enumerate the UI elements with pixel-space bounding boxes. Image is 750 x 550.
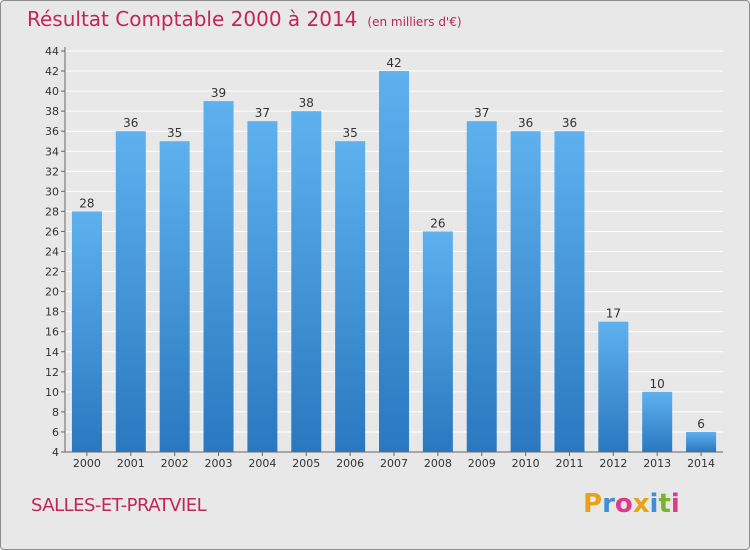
y-tick-label: 14 — [45, 346, 59, 359]
logo-letter: i — [670, 489, 680, 519]
bar — [71, 211, 102, 452]
data-label: 37 — [474, 106, 489, 120]
y-tick-label: 6 — [52, 426, 59, 439]
y-tick-label: 22 — [45, 266, 59, 279]
logo-letter: i — [649, 489, 659, 519]
bar — [247, 121, 278, 453]
y-tick-label: 44 — [45, 45, 59, 58]
bar — [335, 141, 366, 452]
proxiti-logo[interactable]: Proxiti — [583, 489, 680, 519]
bar — [686, 431, 717, 452]
bar — [598, 321, 629, 452]
logo-letter: r — [602, 489, 615, 519]
x-tick-label: 2014 — [687, 457, 715, 470]
logo-letter: o — [614, 489, 633, 519]
y-tick-label: 34 — [45, 145, 59, 158]
x-tick-label: 2009 — [468, 457, 496, 470]
x-tick-label: 2007 — [380, 457, 408, 470]
commune-name: SALLES-ET-PRATVIEL — [31, 495, 207, 516]
bar — [379, 71, 409, 453]
data-label: 42 — [386, 56, 401, 70]
x-tick-label: 2010 — [512, 457, 540, 470]
chart-title-text: Résultat Comptable 2000 à 2014 — [27, 7, 358, 31]
y-tick-label: 4 — [52, 446, 59, 459]
x-tick-label: 2008 — [424, 457, 452, 470]
x-tick-label: 2000 — [73, 457, 101, 470]
bar — [159, 141, 190, 452]
x-tick-label: 2003 — [205, 457, 233, 470]
chart-title: Résultat Comptable 2000 à 2014 (en millie… — [27, 7, 462, 31]
data-label: 37 — [255, 106, 270, 120]
x-tick-label: 2004 — [248, 457, 276, 470]
data-label: 36 — [518, 116, 533, 130]
y-tick-label: 42 — [45, 65, 59, 78]
logo-letter: t — [658, 489, 671, 519]
bar — [466, 121, 497, 453]
chart-subtitle: (en milliers d'€) — [367, 15, 462, 29]
logo-letter: P — [583, 489, 603, 519]
x-tick-label: 2011 — [555, 457, 583, 470]
y-tick-label: 26 — [45, 225, 59, 238]
x-tick-label: 2006 — [336, 457, 364, 470]
bar — [554, 131, 585, 452]
x-tick-label: 2013 — [643, 457, 671, 470]
x-tick-label: 2012 — [599, 457, 627, 470]
bar — [291, 111, 322, 453]
x-tick-label: 2002 — [161, 457, 189, 470]
y-tick-label: 12 — [45, 366, 59, 379]
data-label: 38 — [299, 96, 314, 110]
y-tick-label: 10 — [45, 386, 59, 399]
data-label: 35 — [342, 126, 357, 140]
y-tick-label: 28 — [45, 205, 59, 218]
y-tick-label: 36 — [45, 125, 59, 138]
x-tick-label: 2005 — [292, 457, 320, 470]
data-label: 28 — [79, 196, 94, 210]
bar — [203, 101, 234, 452]
bar — [422, 231, 453, 452]
data-label: 39 — [211, 86, 226, 100]
x-tick-label: 2001 — [117, 457, 145, 470]
data-label: 6 — [697, 417, 705, 431]
bar — [115, 131, 146, 452]
y-tick-label: 24 — [45, 246, 59, 259]
data-label: 36 — [123, 116, 138, 130]
bar — [510, 131, 541, 452]
bar — [642, 391, 673, 452]
y-tick-label: 40 — [45, 85, 59, 98]
y-tick-label: 30 — [45, 185, 59, 198]
y-tick-label: 16 — [45, 326, 59, 339]
data-label: 26 — [430, 216, 445, 230]
y-tick-label: 32 — [45, 165, 59, 178]
logo-letter: x — [632, 489, 650, 519]
data-label: 36 — [562, 116, 577, 130]
data-label: 10 — [650, 377, 665, 391]
data-label: 17 — [606, 307, 621, 321]
y-tick-label: 8 — [52, 406, 59, 419]
data-label: 35 — [167, 126, 182, 140]
y-tick-label: 38 — [45, 105, 59, 118]
y-tick-label: 18 — [45, 306, 59, 319]
y-tick-label: 20 — [45, 286, 59, 299]
